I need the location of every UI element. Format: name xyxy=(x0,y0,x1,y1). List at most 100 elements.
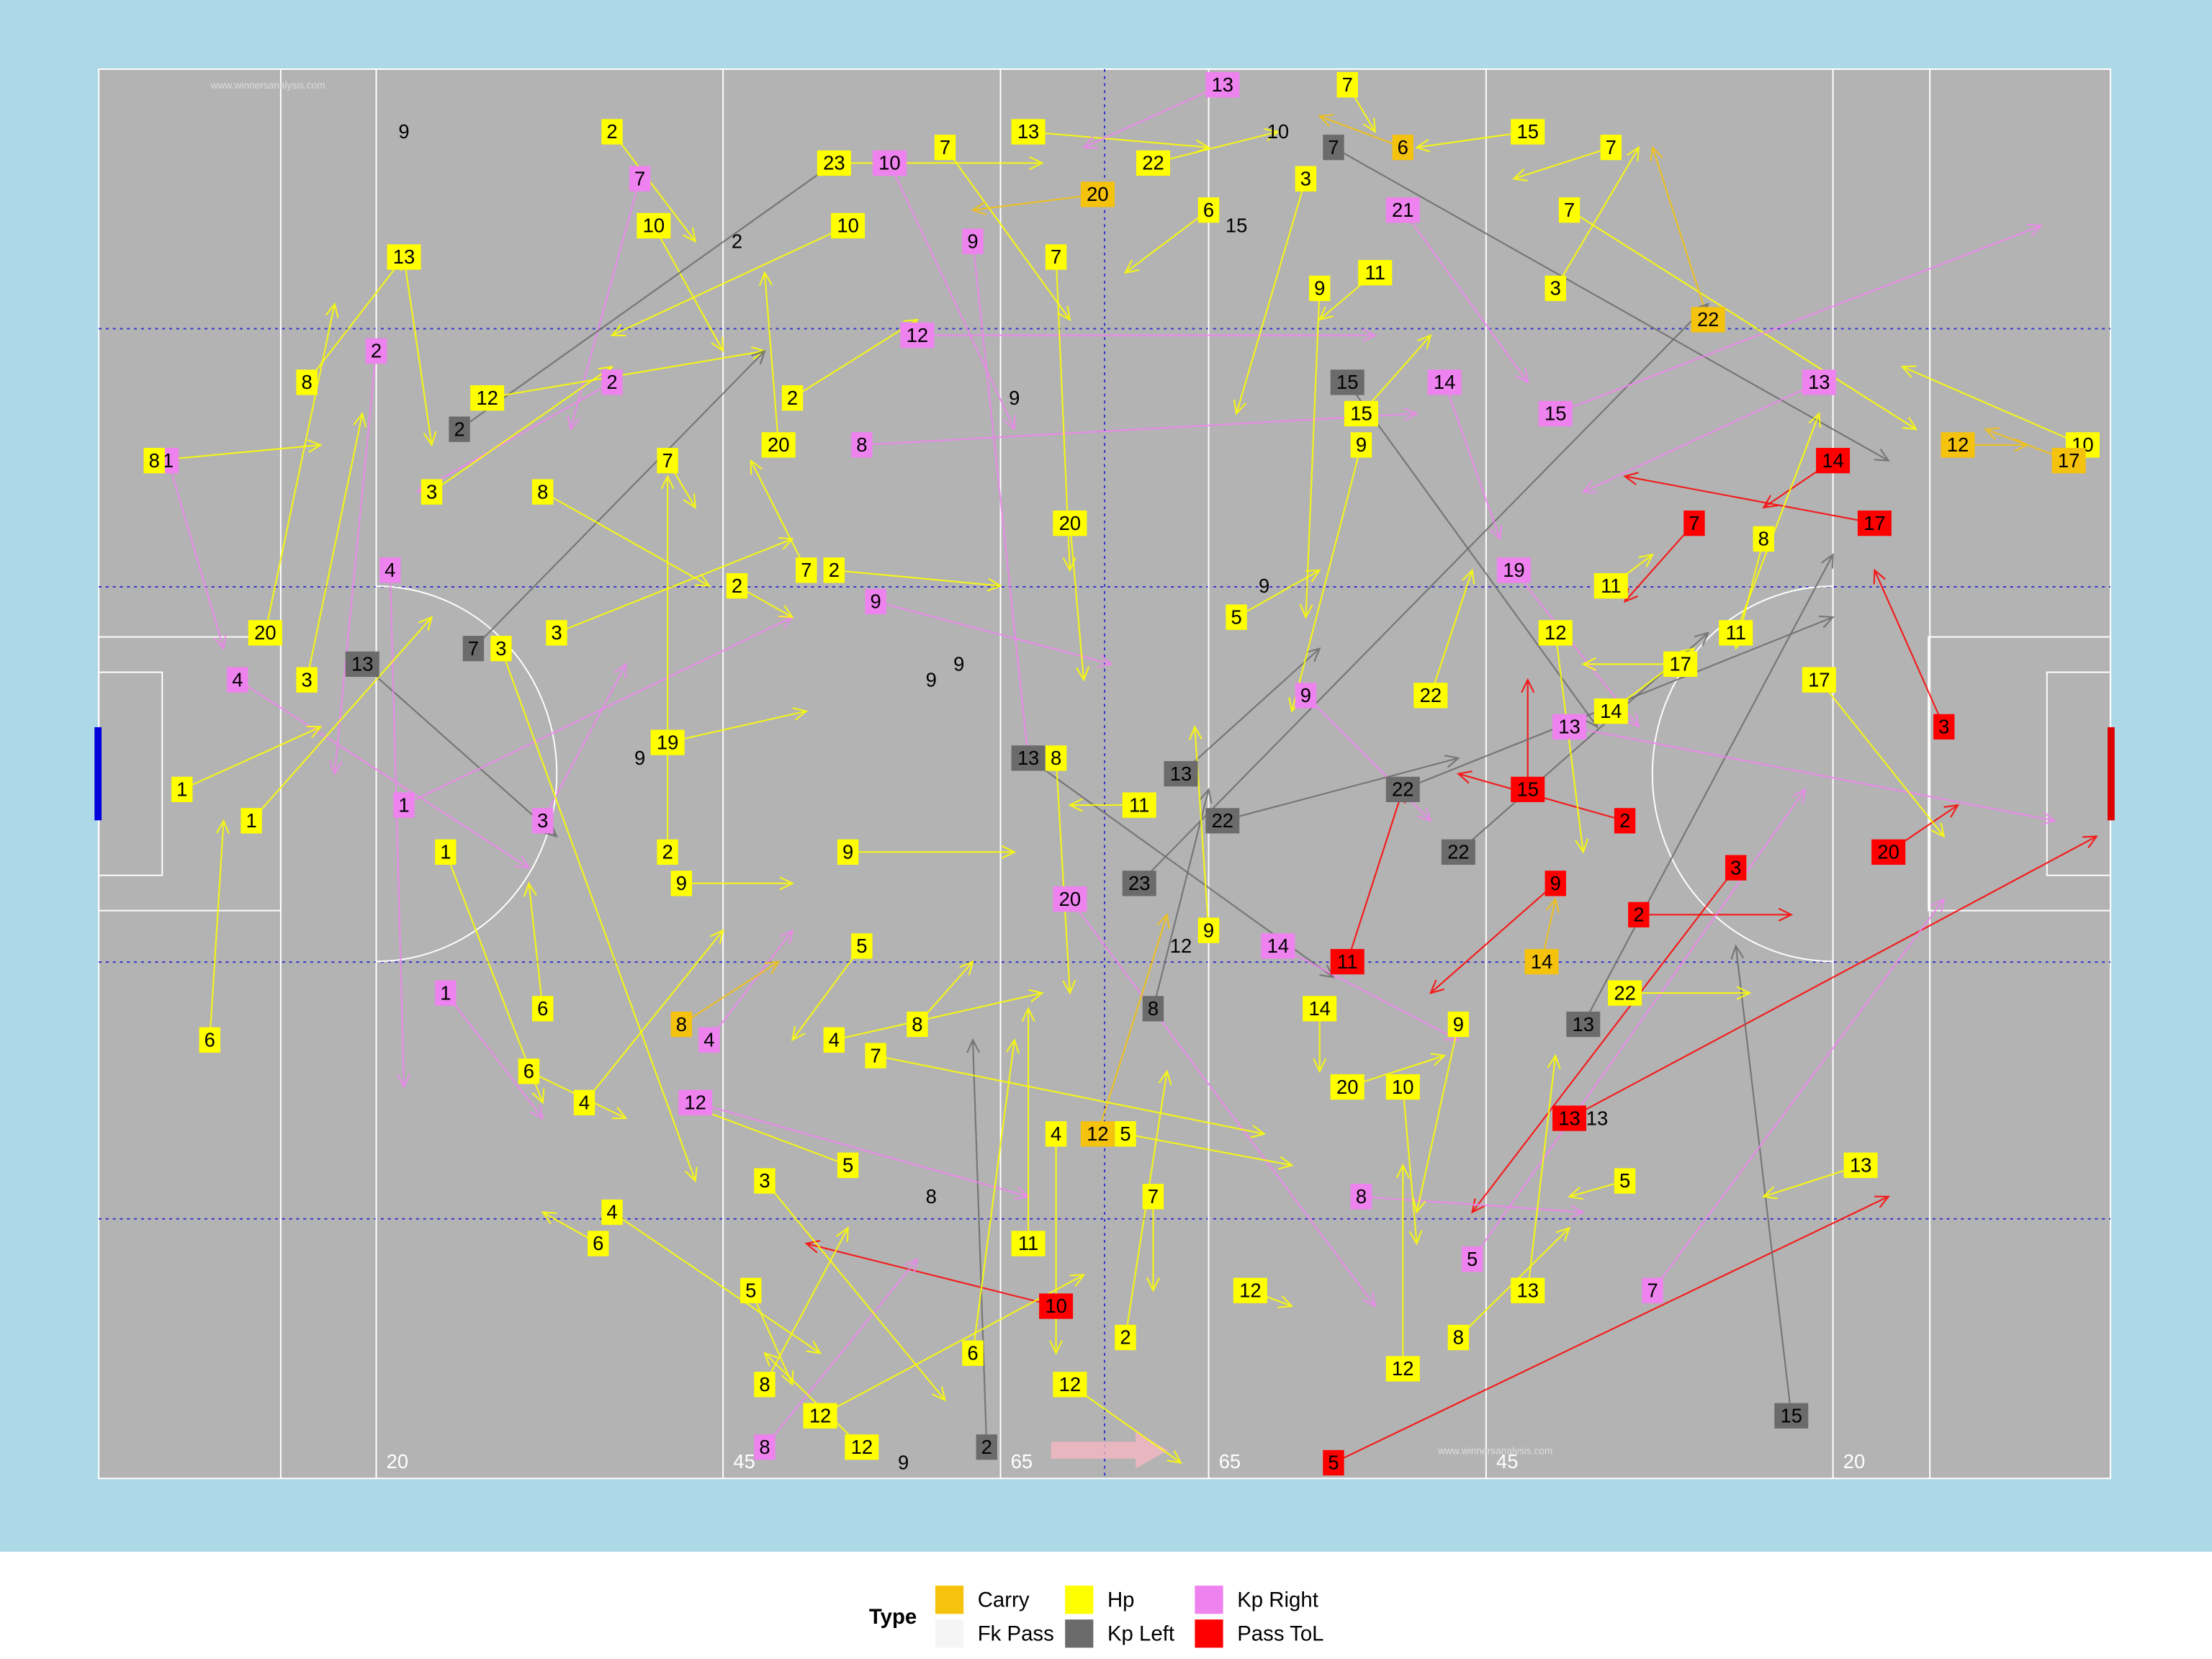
label-box xyxy=(1774,1403,1809,1429)
label-box xyxy=(851,933,873,959)
player-label: 14 xyxy=(1267,935,1289,957)
label-box xyxy=(1753,526,1774,552)
label-box xyxy=(851,432,873,458)
label-box xyxy=(546,620,567,646)
player-label: 22 xyxy=(1420,684,1442,706)
legend-key xyxy=(1195,1619,1223,1648)
label-box xyxy=(1691,307,1725,333)
pass-arrow xyxy=(966,1038,988,1447)
player-label: 10 xyxy=(1392,1076,1413,1098)
label-box xyxy=(1197,197,1220,223)
legend-title: Type xyxy=(869,1605,917,1629)
pass-arrow xyxy=(1413,1024,1460,1214)
label-box xyxy=(1614,808,1636,834)
label-box xyxy=(1461,1246,1483,1272)
label-box xyxy=(1164,760,1198,787)
pass-arrow xyxy=(971,1038,1020,1354)
player-label: 20 xyxy=(254,621,276,644)
pass-arrow xyxy=(328,351,377,776)
label-box xyxy=(796,557,817,583)
label-box xyxy=(296,369,318,395)
player-label: 17 xyxy=(2058,449,2080,472)
player-label: 23 xyxy=(1128,872,1150,894)
label-box xyxy=(1330,369,1364,395)
player-label: 5 xyxy=(842,1154,853,1176)
label-box xyxy=(435,839,457,865)
label-box xyxy=(1511,119,1545,145)
player-label: 9 xyxy=(1314,277,1325,300)
label-box xyxy=(1122,871,1156,896)
label-box xyxy=(637,212,671,239)
player-label: 2 xyxy=(981,1436,992,1458)
player-label: 22 xyxy=(1392,778,1413,801)
label-box xyxy=(470,385,505,411)
pass-arrow xyxy=(660,474,675,853)
player-label: 12 xyxy=(1392,1357,1413,1380)
pass-arrow xyxy=(1055,757,1076,995)
player-label: 13 xyxy=(1573,1013,1594,1035)
player-label: 15 xyxy=(1350,403,1372,425)
pass-arrow xyxy=(1236,569,1321,619)
player-label: 4 xyxy=(829,1029,840,1051)
player-label: 12 xyxy=(476,387,498,409)
label-box xyxy=(1039,1293,1074,1319)
pass-arrow xyxy=(834,156,1044,170)
player-label: 3 xyxy=(426,480,437,503)
pass-arrow xyxy=(1900,365,2083,446)
pass-arrow xyxy=(1402,1087,1423,1246)
label-box xyxy=(532,808,554,834)
label-box xyxy=(1142,1184,1164,1210)
pass-arrow xyxy=(1581,381,1820,493)
pass-arrow xyxy=(541,662,627,822)
label-box xyxy=(1843,1152,1878,1178)
label-box xyxy=(1136,150,1170,176)
pass-arrow xyxy=(758,271,780,446)
legend-key xyxy=(1065,1619,1094,1648)
pass-arrow xyxy=(1097,912,1170,1135)
label-box xyxy=(1323,1449,1344,1476)
pass-arrow xyxy=(1471,788,1807,1260)
label-box xyxy=(1197,917,1220,943)
player-label: 1 xyxy=(163,449,174,472)
pass-arrow xyxy=(1568,209,1918,431)
player-label: 7 xyxy=(801,559,811,581)
pass-arrow xyxy=(1555,223,2043,415)
pass-arrow xyxy=(848,845,1017,859)
label-box xyxy=(837,1152,859,1178)
pass-arrow xyxy=(1818,679,1946,838)
player-label: 5 xyxy=(856,935,867,957)
player-label: 6 xyxy=(1398,136,1408,158)
label-box xyxy=(817,150,851,176)
label-box xyxy=(1816,448,1851,474)
player-label: 8 xyxy=(759,1373,770,1395)
pass-arrow xyxy=(1069,898,1377,1308)
label-box xyxy=(1053,886,1087,912)
player-label: 11 xyxy=(1725,621,1745,644)
label-box xyxy=(1080,181,1115,207)
player-label: 9 xyxy=(967,230,978,252)
label-box xyxy=(900,323,935,349)
label-box xyxy=(1628,902,1650,927)
pass-arrow xyxy=(583,929,724,1103)
pass-arrow xyxy=(750,459,807,571)
pass-arrow xyxy=(1650,145,1709,320)
player-label: 10 xyxy=(1045,1295,1066,1317)
pass-arrow xyxy=(209,819,230,1040)
player-label: 8 xyxy=(1758,528,1769,550)
label-box xyxy=(1558,197,1581,223)
pass-arrow xyxy=(875,601,1114,668)
label-box xyxy=(726,573,748,599)
player-label: 13 xyxy=(1170,763,1192,785)
label-box xyxy=(754,1434,775,1460)
label-box xyxy=(171,776,193,802)
player-label: 2 xyxy=(829,559,840,581)
player-label: 11 xyxy=(1365,261,1385,284)
label-box xyxy=(393,792,415,818)
pass-arrow xyxy=(764,1257,919,1448)
label-box xyxy=(934,135,956,161)
label-box xyxy=(1608,980,1642,1006)
player-label: 13 xyxy=(393,246,415,268)
label-box xyxy=(1295,166,1317,192)
label-box xyxy=(1385,197,1420,223)
